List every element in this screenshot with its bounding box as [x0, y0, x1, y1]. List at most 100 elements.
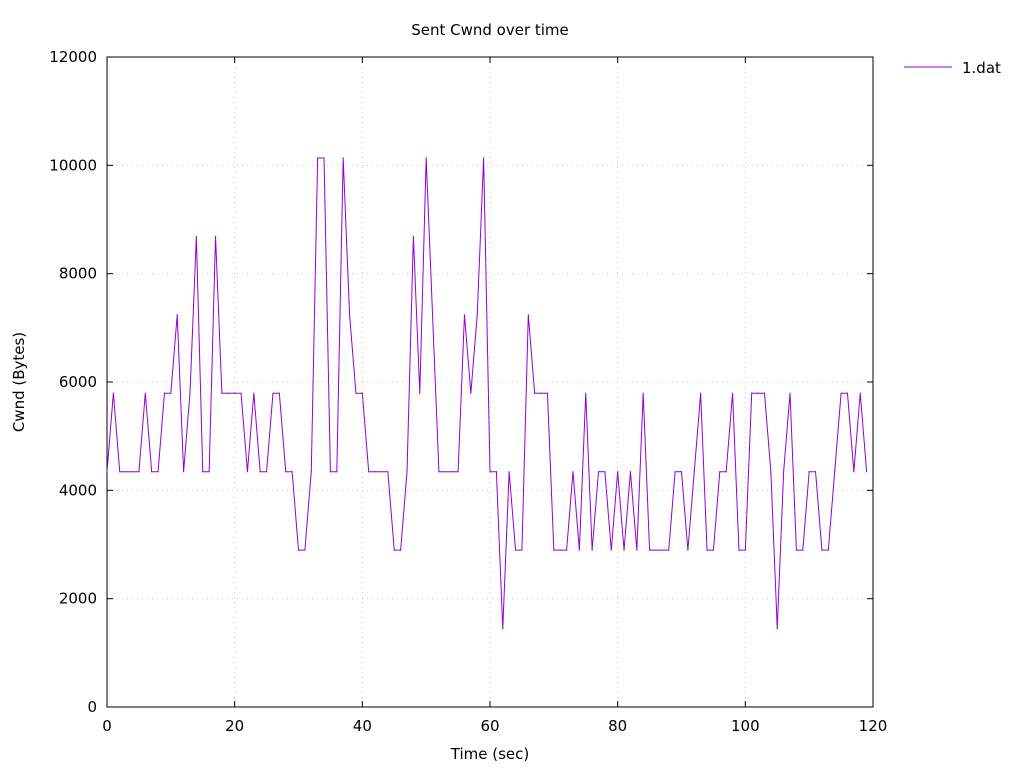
data-point: [246, 471, 249, 473]
data-point: [751, 392, 753, 394]
data-point: [725, 471, 727, 473]
data-point: [272, 392, 274, 394]
data-point: [706, 549, 708, 551]
data-point: [770, 471, 772, 473]
chart-title: Sent Cwnd over time: [411, 21, 569, 39]
data-point: [304, 549, 306, 551]
data-point: [591, 549, 593, 551]
x-axis-label: Time (sec): [450, 745, 529, 763]
series-layer: [106, 157, 868, 630]
data-point: [795, 549, 798, 551]
data-point: [559, 549, 561, 551]
data-point: [355, 392, 357, 394]
data-point: [195, 235, 197, 237]
data-point: [566, 549, 568, 551]
data-point: [342, 157, 344, 159]
data-point: [208, 471, 210, 473]
data-point: [278, 392, 280, 394]
data-point: [323, 157, 325, 159]
data-point: [106, 471, 108, 473]
data-point: [514, 549, 517, 551]
data-point: [853, 471, 855, 473]
data-point: [457, 471, 459, 473]
grid: [107, 57, 873, 707]
data-point: [470, 392, 472, 394]
data-point: [642, 392, 644, 394]
data-point: [661, 549, 663, 551]
data-point: [297, 549, 300, 551]
data-point: [712, 549, 715, 551]
data-point: [495, 471, 497, 473]
data-point: [700, 392, 702, 394]
data-point: [176, 314, 178, 316]
data-point: [183, 471, 185, 473]
data-point: [534, 392, 536, 394]
data-point: [419, 392, 421, 394]
data-point: [240, 392, 242, 394]
y-tick-label: 0: [87, 698, 97, 716]
data-point: [163, 392, 166, 394]
data-point: [234, 392, 236, 394]
data-point: [265, 471, 268, 473]
data-point: [827, 549, 829, 551]
data-point: [138, 471, 140, 473]
data-point: [387, 471, 389, 473]
data-point: [368, 471, 370, 473]
data-point: [151, 471, 153, 473]
data-point: [808, 471, 810, 473]
data-point: [400, 549, 402, 551]
data-point: [648, 549, 651, 551]
data-point: [131, 471, 134, 473]
data-point: [546, 392, 549, 394]
data-point: [112, 392, 114, 394]
data-point: [393, 549, 395, 551]
data-point: [431, 314, 434, 316]
data-point: [438, 471, 440, 473]
data-point: [502, 627, 504, 630]
data-point: [585, 392, 587, 394]
data-point: [840, 392, 842, 394]
data-point: [553, 549, 555, 551]
data-point: [444, 471, 446, 473]
data-point: [329, 471, 332, 473]
data-point: [253, 392, 255, 394]
data-point: [227, 392, 229, 394]
x-tick-label: 80: [608, 717, 627, 735]
data-point: [738, 549, 740, 551]
data-point: [623, 549, 625, 551]
data-point: [680, 471, 683, 473]
data-point: [578, 549, 580, 551]
data-point: [189, 392, 191, 394]
data-point: [527, 314, 529, 316]
data-point: [521, 549, 523, 551]
data-point: [380, 471, 383, 473]
y-axis-label: Cwnd (Bytes): [10, 332, 28, 432]
data-point: [221, 392, 223, 394]
data-point: [374, 471, 376, 473]
data-point: [125, 471, 127, 473]
data-point: [540, 392, 542, 394]
data-point: [285, 471, 287, 473]
data-point: [489, 471, 491, 473]
data-point: [776, 627, 778, 630]
data-point: [202, 471, 204, 473]
data-point: [572, 471, 574, 473]
x-tick-label: 40: [353, 717, 372, 735]
data-point: [336, 471, 338, 473]
data-point: [610, 549, 612, 551]
data-point: [763, 392, 766, 394]
data-point: [361, 392, 363, 394]
data-point: [310, 471, 312, 473]
data-point: [604, 471, 606, 473]
x-tick-label: 60: [480, 717, 499, 735]
y-tick-label: 6000: [59, 373, 97, 391]
data-point: [406, 471, 408, 473]
data-point: [291, 471, 293, 473]
series-line: [106, 157, 868, 629]
data-point: [802, 549, 804, 551]
data-point: [636, 549, 638, 551]
data-point: [412, 235, 414, 237]
legend: 1.dat: [904, 59, 1001, 77]
legend-label-1dat: 1.dat: [962, 59, 1001, 77]
